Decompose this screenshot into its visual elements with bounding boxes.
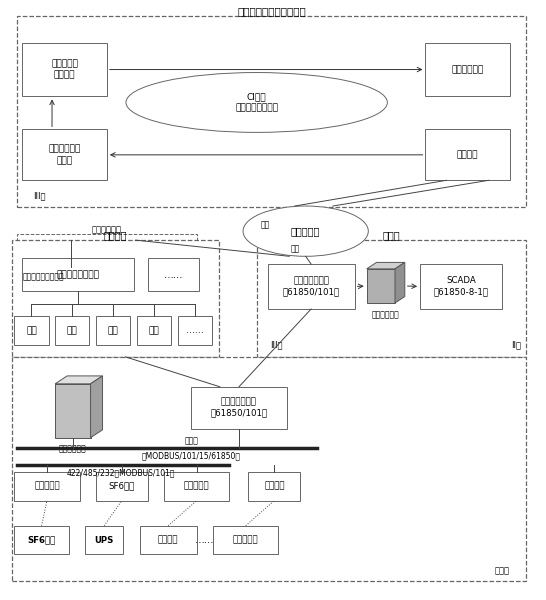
- FancyBboxPatch shape: [420, 264, 502, 309]
- Text: 数据采集: 数据采集: [457, 151, 478, 160]
- Text: 电力信息网: 电力信息网: [291, 226, 321, 236]
- Text: CI模型
（状态监测扩展）: CI模型 （状态监测扩展）: [235, 92, 278, 113]
- FancyBboxPatch shape: [137, 316, 171, 345]
- FancyBboxPatch shape: [425, 43, 510, 97]
- Text: 物理隔离装置: 物理隔离装置: [372, 310, 400, 319]
- Text: 接口集成与数据交换: 接口集成与数据交换: [22, 272, 64, 281]
- Text: III区: III区: [33, 191, 46, 200]
- Polygon shape: [367, 269, 395, 303]
- FancyBboxPatch shape: [55, 316, 90, 345]
- FancyBboxPatch shape: [22, 258, 134, 291]
- Text: 接报: 接报: [260, 221, 270, 230]
- Ellipse shape: [126, 73, 387, 133]
- FancyBboxPatch shape: [14, 316, 49, 345]
- Text: 物理隔离装置: 物理隔离装置: [59, 444, 87, 453]
- Text: 规范: 规范: [290, 245, 299, 254]
- Text: 企业服务总线: 企业服务总线: [92, 225, 122, 234]
- FancyBboxPatch shape: [213, 526, 278, 554]
- FancyBboxPatch shape: [96, 316, 130, 345]
- Text: 绶缘监测: 绶缘监测: [158, 536, 179, 545]
- FancyBboxPatch shape: [191, 387, 287, 429]
- Text: II区: II区: [511, 341, 521, 350]
- Text: 数据整合与格
型转换: 数据整合与格 型转换: [49, 145, 81, 165]
- FancyBboxPatch shape: [425, 130, 510, 180]
- FancyBboxPatch shape: [268, 264, 355, 309]
- FancyBboxPatch shape: [14, 526, 69, 554]
- Text: SF6密度: SF6密度: [109, 482, 135, 491]
- FancyBboxPatch shape: [85, 526, 123, 554]
- FancyBboxPatch shape: [164, 472, 229, 500]
- Text: ……: ……: [186, 326, 204, 335]
- Text: 专题应用与
数据分析: 专题应用与 数据分析: [51, 59, 78, 80]
- FancyBboxPatch shape: [248, 472, 300, 500]
- Text: 变电站: 变电站: [383, 230, 400, 241]
- Text: 运动通道: 运动通道: [264, 482, 284, 491]
- Text: 蓄电池监测: 蓄电池监测: [34, 482, 60, 491]
- Text: 集控中心全状态监测系统: 集控中心全状态监测系统: [238, 6, 306, 16]
- Text: III区: III区: [270, 341, 283, 350]
- Polygon shape: [55, 384, 91, 437]
- FancyBboxPatch shape: [177, 316, 212, 345]
- FancyBboxPatch shape: [148, 258, 199, 291]
- Text: 数据通讯服务器
（61850/101）: 数据通讯服务器 （61850/101）: [283, 277, 340, 296]
- FancyBboxPatch shape: [96, 472, 148, 500]
- Polygon shape: [91, 376, 103, 437]
- Polygon shape: [367, 262, 405, 269]
- FancyBboxPatch shape: [140, 526, 197, 554]
- FancyBboxPatch shape: [22, 130, 107, 180]
- Text: 试验: 试验: [67, 326, 78, 335]
- FancyBboxPatch shape: [11, 357, 526, 581]
- Polygon shape: [55, 376, 103, 384]
- Text: 422/485/232（MODBUS/101）: 422/485/232（MODBUS/101）: [66, 469, 175, 478]
- FancyBboxPatch shape: [14, 472, 80, 500]
- Text: 设备状态评价: 设备状态评价: [452, 65, 484, 74]
- FancyBboxPatch shape: [11, 240, 218, 357]
- FancyBboxPatch shape: [22, 43, 107, 97]
- FancyBboxPatch shape: [17, 234, 197, 267]
- Text: （MODBUS/101/15/61850）: （MODBUS/101/15/61850）: [142, 452, 241, 461]
- Text: 运检: 运检: [149, 326, 159, 335]
- Text: SCADA
（61850-8-1）: SCADA （61850-8-1）: [434, 277, 488, 296]
- Text: 油色谱监测: 油色谱监测: [184, 482, 210, 491]
- Text: 分散: 分散: [26, 326, 37, 335]
- Text: 红外巡检仪: 红外巡检仪: [233, 536, 259, 545]
- Text: 变电站: 变电站: [495, 566, 510, 575]
- Text: 生产管理信息系统: 生产管理信息系统: [57, 270, 100, 279]
- Text: SF6断点: SF6断点: [27, 536, 56, 545]
- Text: 以太网: 以太网: [185, 437, 198, 446]
- FancyBboxPatch shape: [17, 16, 526, 207]
- Text: ……: ……: [195, 535, 215, 545]
- FancyBboxPatch shape: [257, 240, 526, 357]
- Text: UPS: UPS: [94, 536, 114, 545]
- Ellipse shape: [243, 206, 369, 256]
- Polygon shape: [395, 262, 405, 303]
- Text: ……: ……: [164, 269, 183, 280]
- Text: 缺陷: 缺陷: [108, 326, 118, 335]
- Text: 外部系统: 外部系统: [103, 230, 127, 241]
- Text: 数据通讯服务器
（61850/101）: 数据通讯服务器 （61850/101）: [210, 398, 268, 418]
